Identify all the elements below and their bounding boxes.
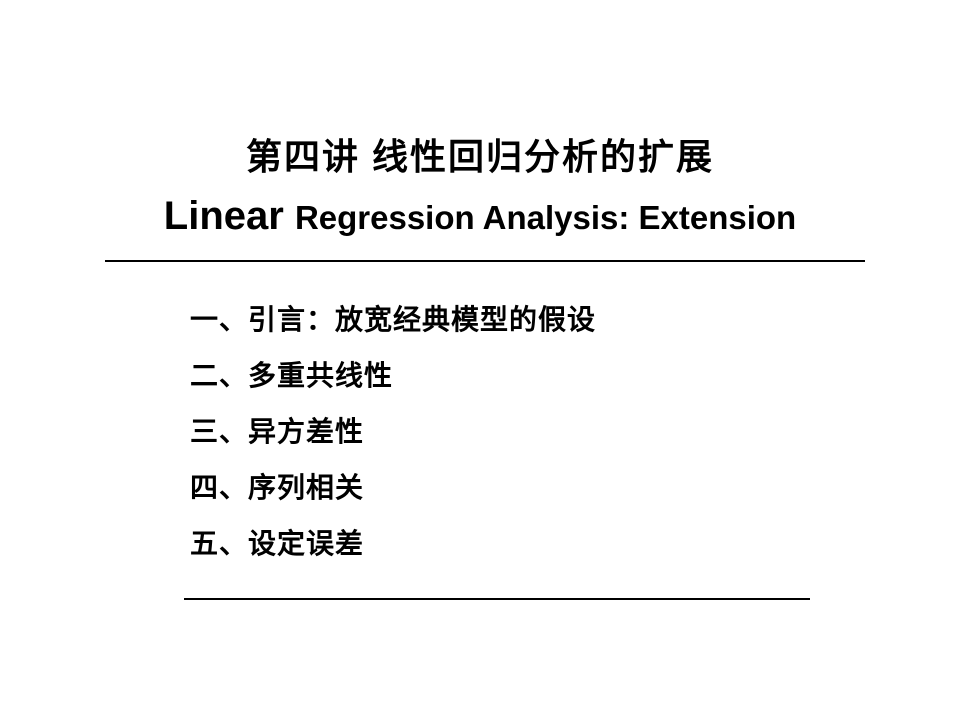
title-english-linear: Linear	[164, 194, 295, 238]
title-chinese: 第四讲 线性回归分析的扩展	[110, 130, 850, 184]
list-item: 四、序列相关	[190, 460, 850, 516]
title-english: Linear Regression Analysis: Extension	[110, 186, 850, 246]
divider-top	[105, 260, 865, 262]
list-item: 三、异方差性	[190, 404, 850, 460]
slide-title-block: 第四讲 线性回归分析的扩展 Linear Regression Analysis…	[110, 130, 850, 246]
divider-bottom	[184, 598, 810, 600]
list-item: 一、引言：放宽经典模型的假设	[190, 292, 850, 348]
title-english-rest: Regression Analysis: Extension	[295, 199, 796, 236]
list-item: 五、设定误差	[190, 516, 850, 572]
outline-list: 一、引言：放宽经典模型的假设 二、多重共线性 三、异方差性 四、序列相关 五、设…	[190, 292, 850, 572]
list-item: 二、多重共线性	[190, 348, 850, 404]
